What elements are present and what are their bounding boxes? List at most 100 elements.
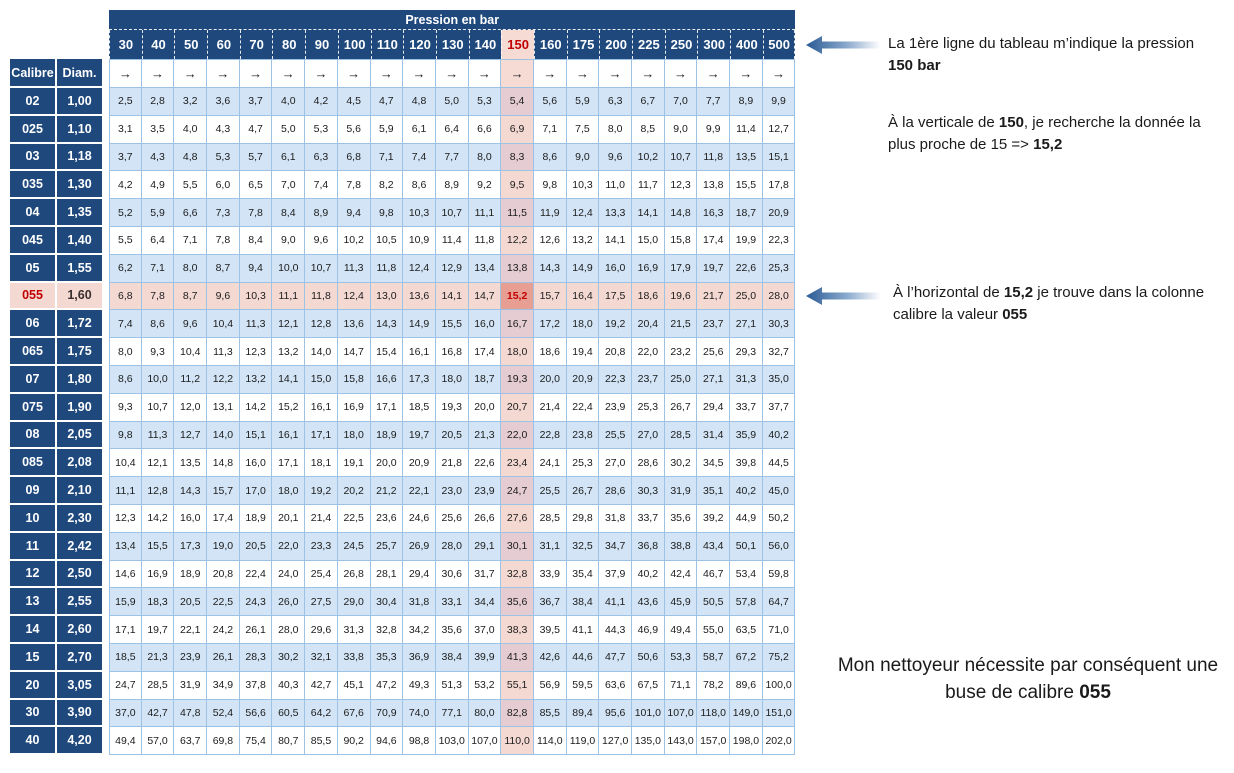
right-arrow-icon: → <box>762 59 796 88</box>
value-cell: 6,8 <box>109 282 142 311</box>
value-cell: 10,4 <box>207 310 240 339</box>
value-cell: 25,3 <box>566 449 600 478</box>
diam-cell: 3,05 <box>57 671 104 700</box>
value-cell: 12,1 <box>141 449 175 478</box>
value-cell: 5,2 <box>109 199 142 227</box>
value-cell: 26,1 <box>239 616 273 644</box>
value-cell: 14,3 <box>370 310 404 339</box>
value-cell: 30,2 <box>272 643 306 672</box>
value-cell: 21,5 <box>664 310 698 339</box>
value-cell: 3,2 <box>174 88 208 116</box>
value-cell: 39,9 <box>468 643 502 672</box>
value-cell: 22,4 <box>239 560 273 589</box>
value-cell: 47,7 <box>599 643 632 672</box>
diam-cell: 1,10 <box>57 115 104 144</box>
value-cell: 12,2 <box>207 365 240 394</box>
value-cell: 40,2 <box>730 477 763 505</box>
diam-cell: 1,55 <box>57 254 104 283</box>
calibre-cell: 075 <box>10 393 57 422</box>
value-cell: 9,4 <box>337 199 371 227</box>
value-cell: 71,1 <box>664 671 698 700</box>
value-cell: 19,4 <box>566 338 600 366</box>
diam-cell: 2,42 <box>57 532 104 561</box>
diam-cell: 2,70 <box>57 643 104 672</box>
value-cell: 22,1 <box>174 616 208 644</box>
highlighted-text: 15,2 <box>1003 284 1034 301</box>
value-cell: 8,6 <box>141 310 175 339</box>
value-cell: 4,0 <box>174 115 208 144</box>
left-arrow-icon <box>806 287 880 305</box>
value-cell: 19,2 <box>305 477 338 505</box>
value-cell: 8,0 <box>109 338 142 366</box>
value-cell: 41,1 <box>599 588 632 617</box>
value-cell: 14,3 <box>174 477 208 505</box>
value-cell: 20,5 <box>239 532 273 561</box>
value-cell: 85,5 <box>305 727 338 756</box>
right-arrow-icon: → <box>730 59 763 88</box>
value-cell: 8,3 <box>501 143 534 172</box>
diam-cell: 3,90 <box>57 699 104 728</box>
calibre-cell: 05 <box>10 254 57 283</box>
value-cell: 35,3 <box>370 643 404 672</box>
value-cell: 28,5 <box>664 421 698 450</box>
value-cell: 39,5 <box>533 616 567 644</box>
value-cell: 37,0 <box>468 616 502 644</box>
text-segment: je trouve dans la colonne calibre la val… <box>893 284 1205 324</box>
value-cell: 18,6 <box>533 338 567 366</box>
value-cell: 8,9 <box>435 171 469 200</box>
value-cell: 34,5 <box>697 449 731 478</box>
value-cell: 53,3 <box>664 643 698 672</box>
value-cell: 18,5 <box>403 393 436 422</box>
right-arrow-icon: → <box>533 59 567 88</box>
value-cell: 58,7 <box>697 643 731 672</box>
highlighted-text: 055 <box>1002 306 1028 324</box>
value-cell: 27,5 <box>305 588 338 617</box>
value-cell: 63,6 <box>599 671 632 700</box>
value-cell: 32,8 <box>370 616 404 644</box>
value-cell: 31,7 <box>468 560 502 589</box>
value-cell: 118,0 <box>697 699 731 728</box>
value-cell: 8,6 <box>403 171 436 200</box>
value-cell: 35,9 <box>730 421 763 450</box>
value-cell: 18,9 <box>370 421 404 450</box>
value-cell: 71,0 <box>762 616 796 644</box>
value-cell: 15,2 <box>272 393 306 422</box>
value-cell: 12,4 <box>403 254 436 283</box>
pressure-header-cell: 175 <box>566 30 600 59</box>
value-cell: 21,4 <box>305 504 338 533</box>
value-cell: 6,7 <box>632 88 665 116</box>
value-cell: 19,1 <box>337 449 371 478</box>
value-cell: 64,2 <box>305 699 338 728</box>
value-cell: 21,3 <box>141 643 175 672</box>
value-cell: 9,6 <box>305 226 338 255</box>
value-cell: 53,4 <box>730 560 763 589</box>
value-cell: 6,6 <box>468 115 502 144</box>
value-cell: 26,7 <box>664 393 698 422</box>
pressure-header-cell: 300 <box>697 30 731 59</box>
diam-cell: 1,60 <box>57 282 104 311</box>
value-cell: 16,1 <box>403 338 436 366</box>
value-cell: 10,3 <box>403 199 436 227</box>
value-cell: 6,3 <box>305 143 338 172</box>
calibre-cell: 11 <box>10 532 57 561</box>
value-cell: 15,0 <box>305 365 338 394</box>
value-cell: 16,3 <box>697 199 731 227</box>
value-cell: 31,8 <box>599 504 632 533</box>
value-cell: 14,8 <box>207 449 240 478</box>
value-cell: 9,4 <box>239 254 273 283</box>
value-cell: 17,1 <box>305 421 338 450</box>
value-cell: 12,6 <box>533 226 567 255</box>
calibre-cell: 07 <box>10 365 57 394</box>
value-cell: 32,5 <box>566 532 600 561</box>
value-cell: 13,3 <box>599 199 632 227</box>
value-cell: 5,3 <box>207 143 240 172</box>
value-cell: 8,0 <box>468 143 502 172</box>
value-cell: 11,0 <box>599 171 632 200</box>
value-cell: 15,5 <box>435 310 469 339</box>
value-cell: 29,8 <box>566 504 600 533</box>
diam-cell: 1,18 <box>57 143 104 172</box>
value-cell: 77,1 <box>435 699 469 728</box>
value-cell: 34,7 <box>599 532 632 561</box>
value-cell: 7,8 <box>239 199 273 227</box>
value-cell: 22,0 <box>272 532 306 561</box>
